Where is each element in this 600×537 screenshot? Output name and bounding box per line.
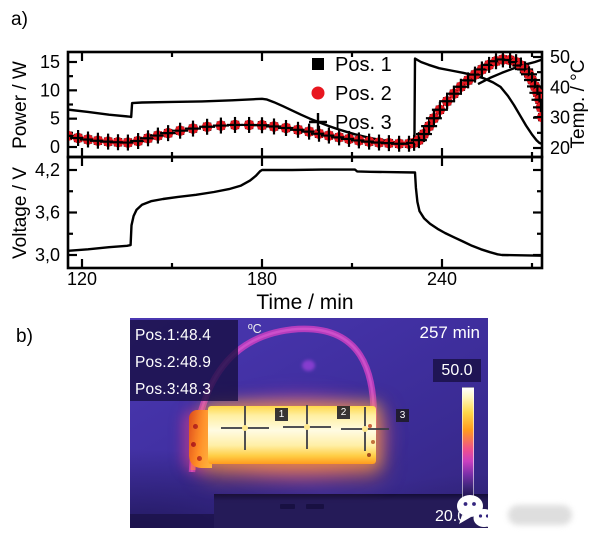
voltage-axis-title: Voltage / V: [10, 167, 31, 259]
svg-text:20: 20: [550, 138, 570, 158]
panel-b-label: b): [16, 326, 33, 347]
svg-text:0: 0: [50, 137, 60, 157]
crosshair-pos2: [283, 403, 331, 451]
readout-unit: ºC: [248, 322, 262, 336]
panel-a-label: a): [11, 9, 28, 30]
svg-text:Pos. 3: Pos. 3: [335, 112, 392, 134]
svg-text:40: 40: [550, 77, 570, 97]
wechat-logo-icon: [457, 495, 488, 527]
power-line-end-segment: [477, 58, 542, 86]
terminal-speck: [371, 440, 375, 444]
holder-marking: [280, 504, 295, 509]
holder-marking: [306, 504, 324, 509]
svg-text:15: 15: [40, 52, 60, 72]
timestamp: 257 min: [419, 323, 480, 342]
watermark-smudge: [508, 505, 572, 525]
svg-text:3,0: 3,0: [35, 245, 60, 265]
terminal-speck: [368, 424, 372, 428]
svg-text:Pos. 2: Pos. 2: [335, 83, 392, 105]
hot-spot: [193, 424, 198, 429]
svg-text:50: 50: [550, 47, 570, 67]
readout-pos3: Pos.3:48.3: [135, 381, 212, 398]
crosshair-pos3: [341, 405, 389, 453]
voltage-line: [68, 168, 542, 257]
battery-holder: [214, 494, 488, 528]
spot-label-2: 2: [337, 406, 350, 419]
hot-spot: [197, 456, 202, 461]
svg-text:3,6: 3,6: [35, 203, 60, 223]
temp-axis-title: Temp. / °C: [568, 59, 589, 149]
svg-text:120: 120: [67, 269, 97, 289]
svg-text:Pos. 1: Pos. 1: [335, 54, 392, 76]
svg-text:30: 30: [550, 108, 570, 128]
color-scale-bar: [462, 387, 474, 500]
spot-label-1: 1: [275, 408, 288, 421]
readout-pos1: Pos.1:48.4: [135, 327, 212, 344]
svg-text:4,2: 4,2: [35, 160, 60, 180]
legend: Pos. 1 Pos. 2 Pos. 3: [309, 54, 392, 134]
readout-pos2: Pos.2:48.9: [135, 354, 212, 371]
svg-text:10: 10: [40, 80, 60, 100]
svg-text:5: 5: [50, 109, 60, 129]
svg-text:240: 240: [427, 269, 457, 289]
battery-left-terminal: [189, 410, 212, 468]
crosshair-pos1: [221, 404, 269, 452]
temperature-readout-overlay: Pos.1:48.4 Pos.2:48.9 Pos.3:48.3: [130, 320, 238, 401]
reflection-dot: [302, 360, 315, 371]
terminal-speck: [367, 453, 371, 457]
scale-max-label: 50.0: [433, 359, 481, 382]
temp-markers: [68, 52, 542, 152]
spot-label-3: 3: [396, 409, 409, 422]
tick-labels: 120 180 240 0 5 10 15 20 30 40 50 3,0 3,6 4,2: [35, 47, 570, 289]
svg-text:180: 180: [247, 269, 277, 289]
scale-min-label: 20.0: [435, 508, 467, 525]
thermal-image: 1 2 3 Pos.1:48.4 Pos.2:48.9 Pos.3:48.3 º…: [130, 318, 488, 528]
hot-spot: [191, 442, 196, 447]
table-edge: [130, 514, 214, 528]
time-axis-title: Time / min: [256, 291, 354, 314]
